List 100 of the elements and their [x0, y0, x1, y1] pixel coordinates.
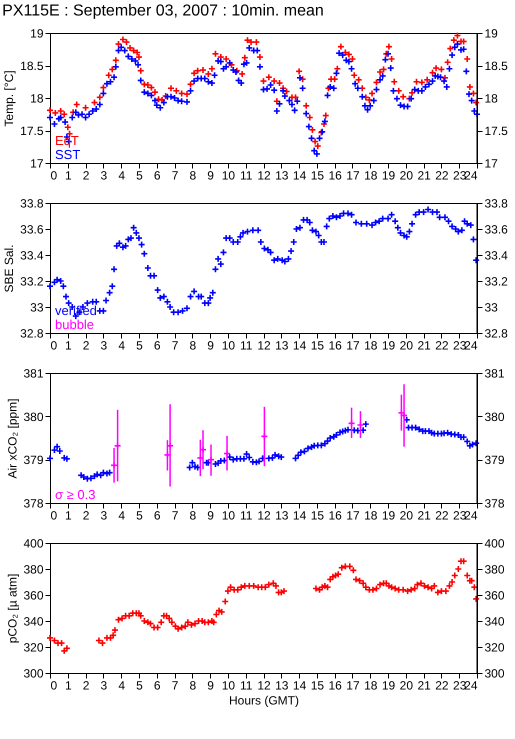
- y-tick-label: 360: [23, 588, 44, 602]
- x-tick-label: 6: [154, 338, 161, 352]
- x-tick-label: 4: [118, 678, 126, 692]
- y2-tick-label: 17.5: [484, 124, 508, 138]
- x-tick-label: 0: [50, 338, 58, 352]
- x-tick-label: 12: [257, 678, 271, 692]
- y-tick-label: 17.5: [20, 124, 44, 138]
- point: [356, 421, 364, 429]
- y2-tick-label: 378: [484, 496, 505, 510]
- y-tick-label: 18: [30, 92, 44, 106]
- x-tick-label: 11: [240, 508, 253, 522]
- y-tick-label: 320: [23, 640, 44, 654]
- y-tick-label: 33.8: [20, 196, 44, 210]
- x-tick-label: 1: [64, 338, 72, 352]
- x-tick-label: 5: [136, 678, 144, 692]
- x-tick-label: 2: [82, 508, 90, 522]
- x-tick-label: 14: [292, 168, 307, 182]
- x-tick-label: 24: [464, 678, 478, 692]
- x-tick-label: 7: [172, 508, 179, 522]
- x-tick-label: 20: [400, 168, 414, 182]
- y2-tick-label: 380: [484, 562, 505, 576]
- x-tick-label: 12: [257, 508, 271, 522]
- y-tick-label: 400: [23, 536, 44, 550]
- x-tick-label: 6: [154, 678, 161, 692]
- y2-tick-label: 380: [484, 410, 505, 424]
- x-tick-label: 1: [64, 508, 72, 522]
- y-axis-title: Temp. [°C]: [2, 70, 16, 127]
- y2-tick-label: 33.4: [484, 248, 508, 262]
- x-tick-label: 7: [172, 338, 179, 352]
- y2-tick-label: 32.8: [484, 326, 508, 340]
- x-tick-label: 19: [382, 508, 396, 522]
- y2-tick-label: 320: [484, 640, 505, 654]
- y-tick-label: 300: [23, 666, 44, 680]
- x-tick-label: 22: [435, 678, 449, 692]
- x-tick-label: 8: [189, 508, 196, 522]
- x-tick-label: 17: [346, 508, 360, 522]
- x-tick-label: 16: [328, 678, 342, 692]
- y-tick-label: 378: [23, 496, 44, 510]
- x-tick-label: 10: [222, 508, 236, 522]
- x-tick-label: 8: [189, 678, 196, 692]
- y-tick-label: 18.5: [20, 59, 44, 73]
- x-tick-label: 22: [435, 338, 449, 352]
- x-tick-label: 0: [50, 168, 58, 182]
- y-tick-label: 33.4: [20, 248, 44, 262]
- x-tick-label: 16: [328, 168, 342, 182]
- x-tick-label: 21: [417, 338, 432, 352]
- x-tick-label: 1: [64, 678, 72, 692]
- x-tick-label: 3: [100, 508, 108, 522]
- x-tick-label: 10: [222, 338, 236, 352]
- text: σ ≥ 0.3: [55, 487, 96, 502]
- y-axis-title: pCO₂ [µ atm]: [5, 574, 20, 644]
- y-tick-label: 380: [23, 562, 44, 576]
- x-tick-label: 10: [222, 678, 236, 692]
- x-tick-label: 14: [292, 678, 307, 692]
- y2-tick-label: 19: [484, 26, 498, 40]
- y2-tick-label: 400: [484, 536, 505, 550]
- x-tick-label: 18: [364, 168, 378, 182]
- x-tick-label: 5: [136, 168, 144, 182]
- y2-tick-label: 360: [484, 588, 505, 602]
- x-tick-label: 22: [435, 168, 449, 182]
- x-tick-label: 7: [172, 678, 179, 692]
- x-tick-label: 22: [435, 508, 449, 522]
- x-tick-label: 23: [453, 508, 467, 522]
- y-tick-label: 381: [23, 366, 44, 380]
- x-tick-label: 9: [207, 168, 214, 182]
- y2-tick-label: 33.6: [484, 222, 508, 236]
- x-tick-label: 11: [240, 678, 253, 692]
- x-tick-label: 12: [257, 338, 271, 352]
- x-tick-label: 12: [257, 168, 271, 182]
- x-tick-label: 11: [240, 338, 253, 352]
- x-tick-label: 19: [382, 338, 396, 352]
- x-tick-label: 2: [82, 678, 90, 692]
- x-tick-label: 21: [417, 678, 432, 692]
- y-tick-label: 33.2: [20, 274, 44, 288]
- x-tick-label: 15: [310, 168, 324, 182]
- x-tick-label: 3: [100, 338, 108, 352]
- x-tick-label: 23: [453, 338, 467, 352]
- y2-tick-label: 381: [484, 366, 505, 380]
- point: [207, 456, 215, 464]
- x-tick-label: 8: [189, 338, 196, 352]
- x-tick-label: 11: [240, 168, 253, 182]
- y-tick-label: 379: [23, 453, 44, 468]
- x-tick-label: 0: [50, 678, 58, 692]
- y2-tick-label: 33.8: [484, 196, 508, 210]
- x-tick-label: 8: [189, 168, 196, 182]
- x-tick-label: 19: [382, 678, 396, 692]
- y2-tick-label: 18.5: [484, 59, 508, 73]
- x-tick-label: 18: [364, 338, 378, 352]
- x-tick-label: 14: [292, 508, 307, 522]
- x-tick-label: 0: [50, 508, 58, 522]
- x-tick-label: 9: [207, 678, 214, 692]
- x-tick-label: 14: [292, 338, 307, 352]
- x-tick-label: 5: [136, 508, 144, 522]
- x-tick-label: 20: [400, 678, 414, 692]
- x-tick-label: 20: [400, 338, 414, 352]
- x-tick-label: 18: [364, 508, 378, 522]
- x-tick-label: 17: [346, 678, 360, 692]
- y-tick-label: 32.8: [20, 326, 44, 340]
- x-tick-label: 15: [310, 338, 324, 352]
- y2-tick-label: 33: [484, 300, 498, 314]
